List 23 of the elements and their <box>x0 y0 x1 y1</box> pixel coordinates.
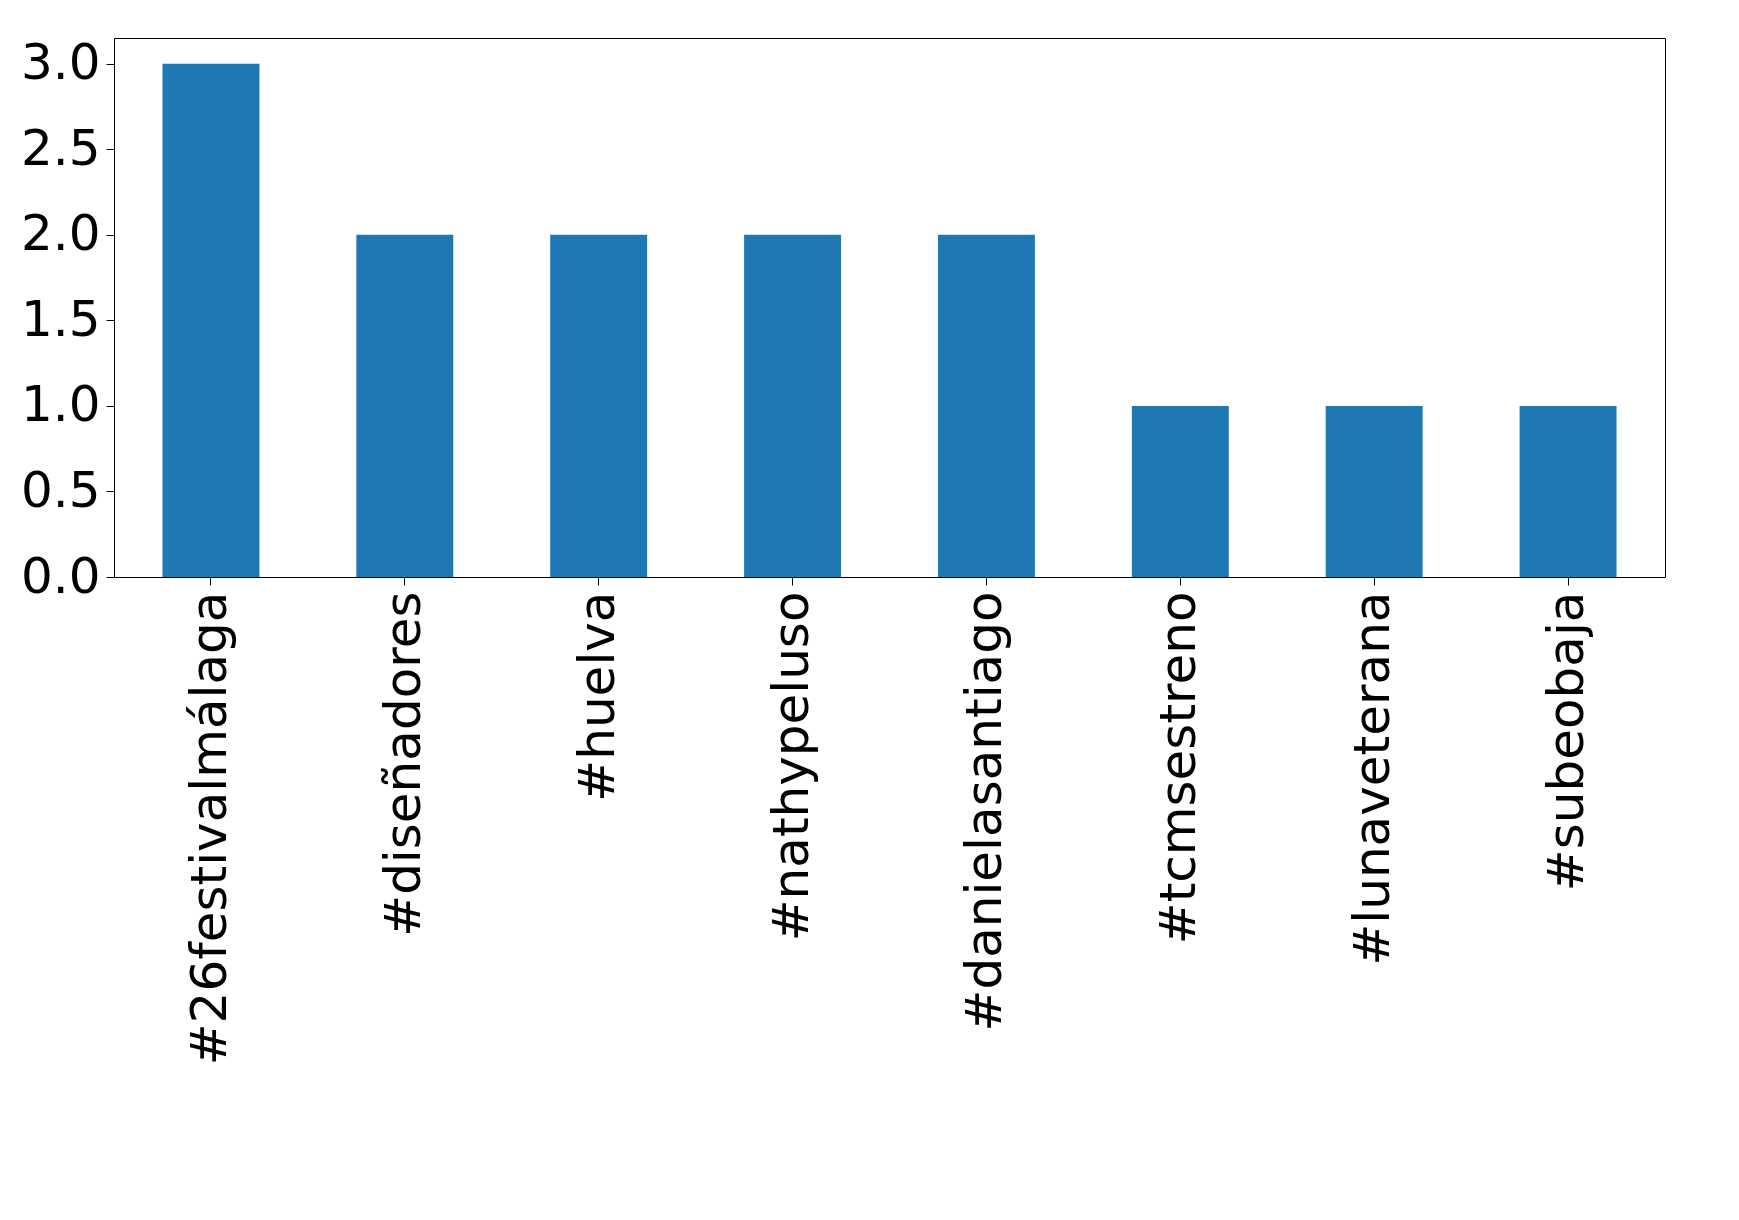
x-tick-label: #diseñadores <box>373 591 432 937</box>
y-tick-label: 2.0 <box>20 204 101 263</box>
bar <box>1325 405 1423 577</box>
bar <box>162 63 260 577</box>
bar <box>744 234 842 577</box>
x-tick-label: #nathypeluso <box>761 591 820 942</box>
bar <box>550 234 648 577</box>
x-tick-label: #danielasantiago <box>955 591 1014 1032</box>
y-tick-label: 3.0 <box>20 33 101 92</box>
y-tick-label: 1.5 <box>20 289 101 348</box>
bar <box>1131 405 1229 577</box>
x-tick-label: #26festivalmálaga <box>179 591 238 1066</box>
x-tick-label: #huelva <box>567 591 626 802</box>
y-tick-label: 1.0 <box>20 375 101 434</box>
y-tick-label: 0.5 <box>20 460 101 519</box>
bar <box>937 234 1035 577</box>
x-tick-label: #subeobaja <box>1537 591 1596 892</box>
y-tick-label: 2.5 <box>20 118 101 177</box>
x-tick-label: #lunaveterana <box>1343 591 1402 966</box>
bar <box>1519 405 1617 577</box>
bar <box>356 234 454 577</box>
x-tick-label: #tcmsestreno <box>1149 591 1208 945</box>
y-tick-label: 0.0 <box>20 546 101 605</box>
